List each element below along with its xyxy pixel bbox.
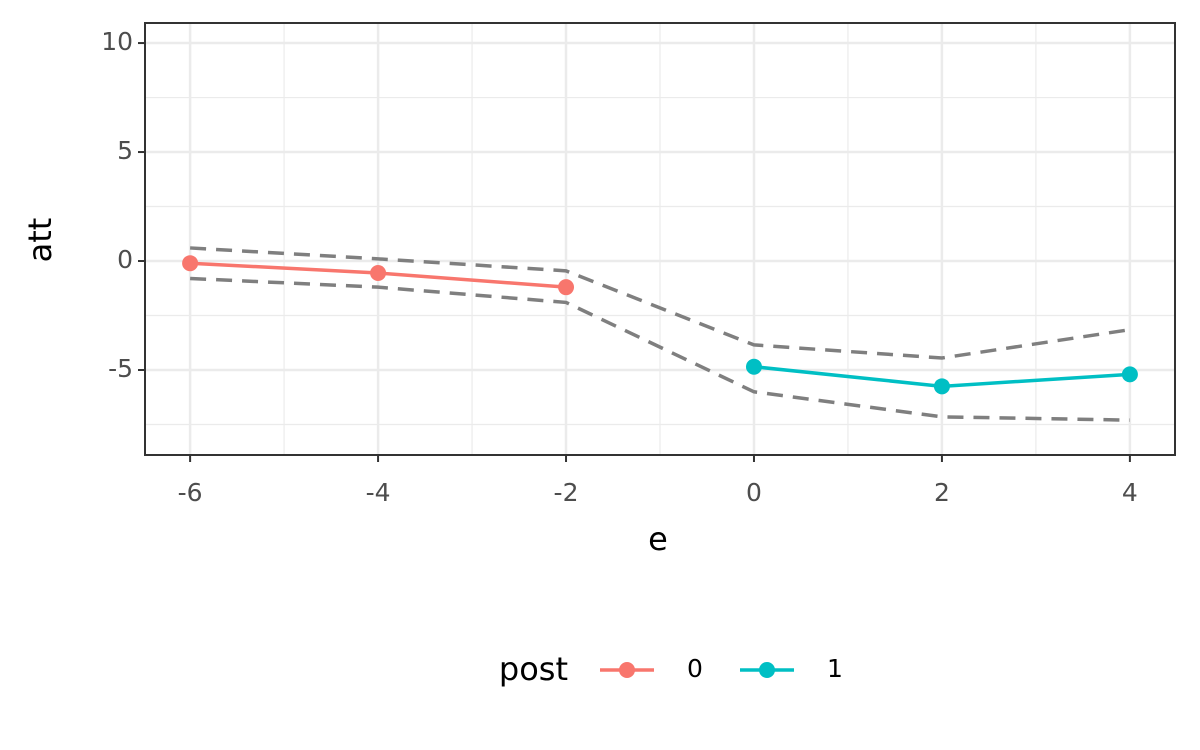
y-tick-label: 0	[117, 245, 133, 274]
point	[558, 279, 575, 296]
x-tick-label: -2	[554, 478, 579, 507]
x-tick-label: -6	[178, 478, 203, 507]
point	[370, 265, 387, 282]
y-tick-label: 10	[101, 27, 133, 56]
point	[745, 358, 762, 375]
point	[933, 378, 950, 395]
legend-title: post	[499, 650, 568, 688]
ci-line	[190, 246, 1131, 360]
x-tick-label: 4	[1122, 478, 1138, 507]
legend-key-point	[759, 662, 775, 678]
point	[1121, 366, 1138, 383]
y-axis-title: att	[21, 218, 59, 263]
legend-key-point	[619, 662, 635, 678]
panel-border	[144, 22, 1176, 456]
ci-line	[190, 276, 1130, 422]
y-tick-label: 5	[117, 136, 133, 165]
legend-label: 1	[827, 654, 843, 683]
x-tick-label: 0	[746, 478, 762, 507]
y-tick-label: -5	[108, 354, 133, 383]
legend-label: 0	[687, 654, 703, 683]
x-axis-title: e	[648, 520, 668, 558]
point	[182, 255, 199, 272]
x-tick-label: -4	[366, 478, 391, 507]
x-tick-label: 2	[934, 478, 950, 507]
